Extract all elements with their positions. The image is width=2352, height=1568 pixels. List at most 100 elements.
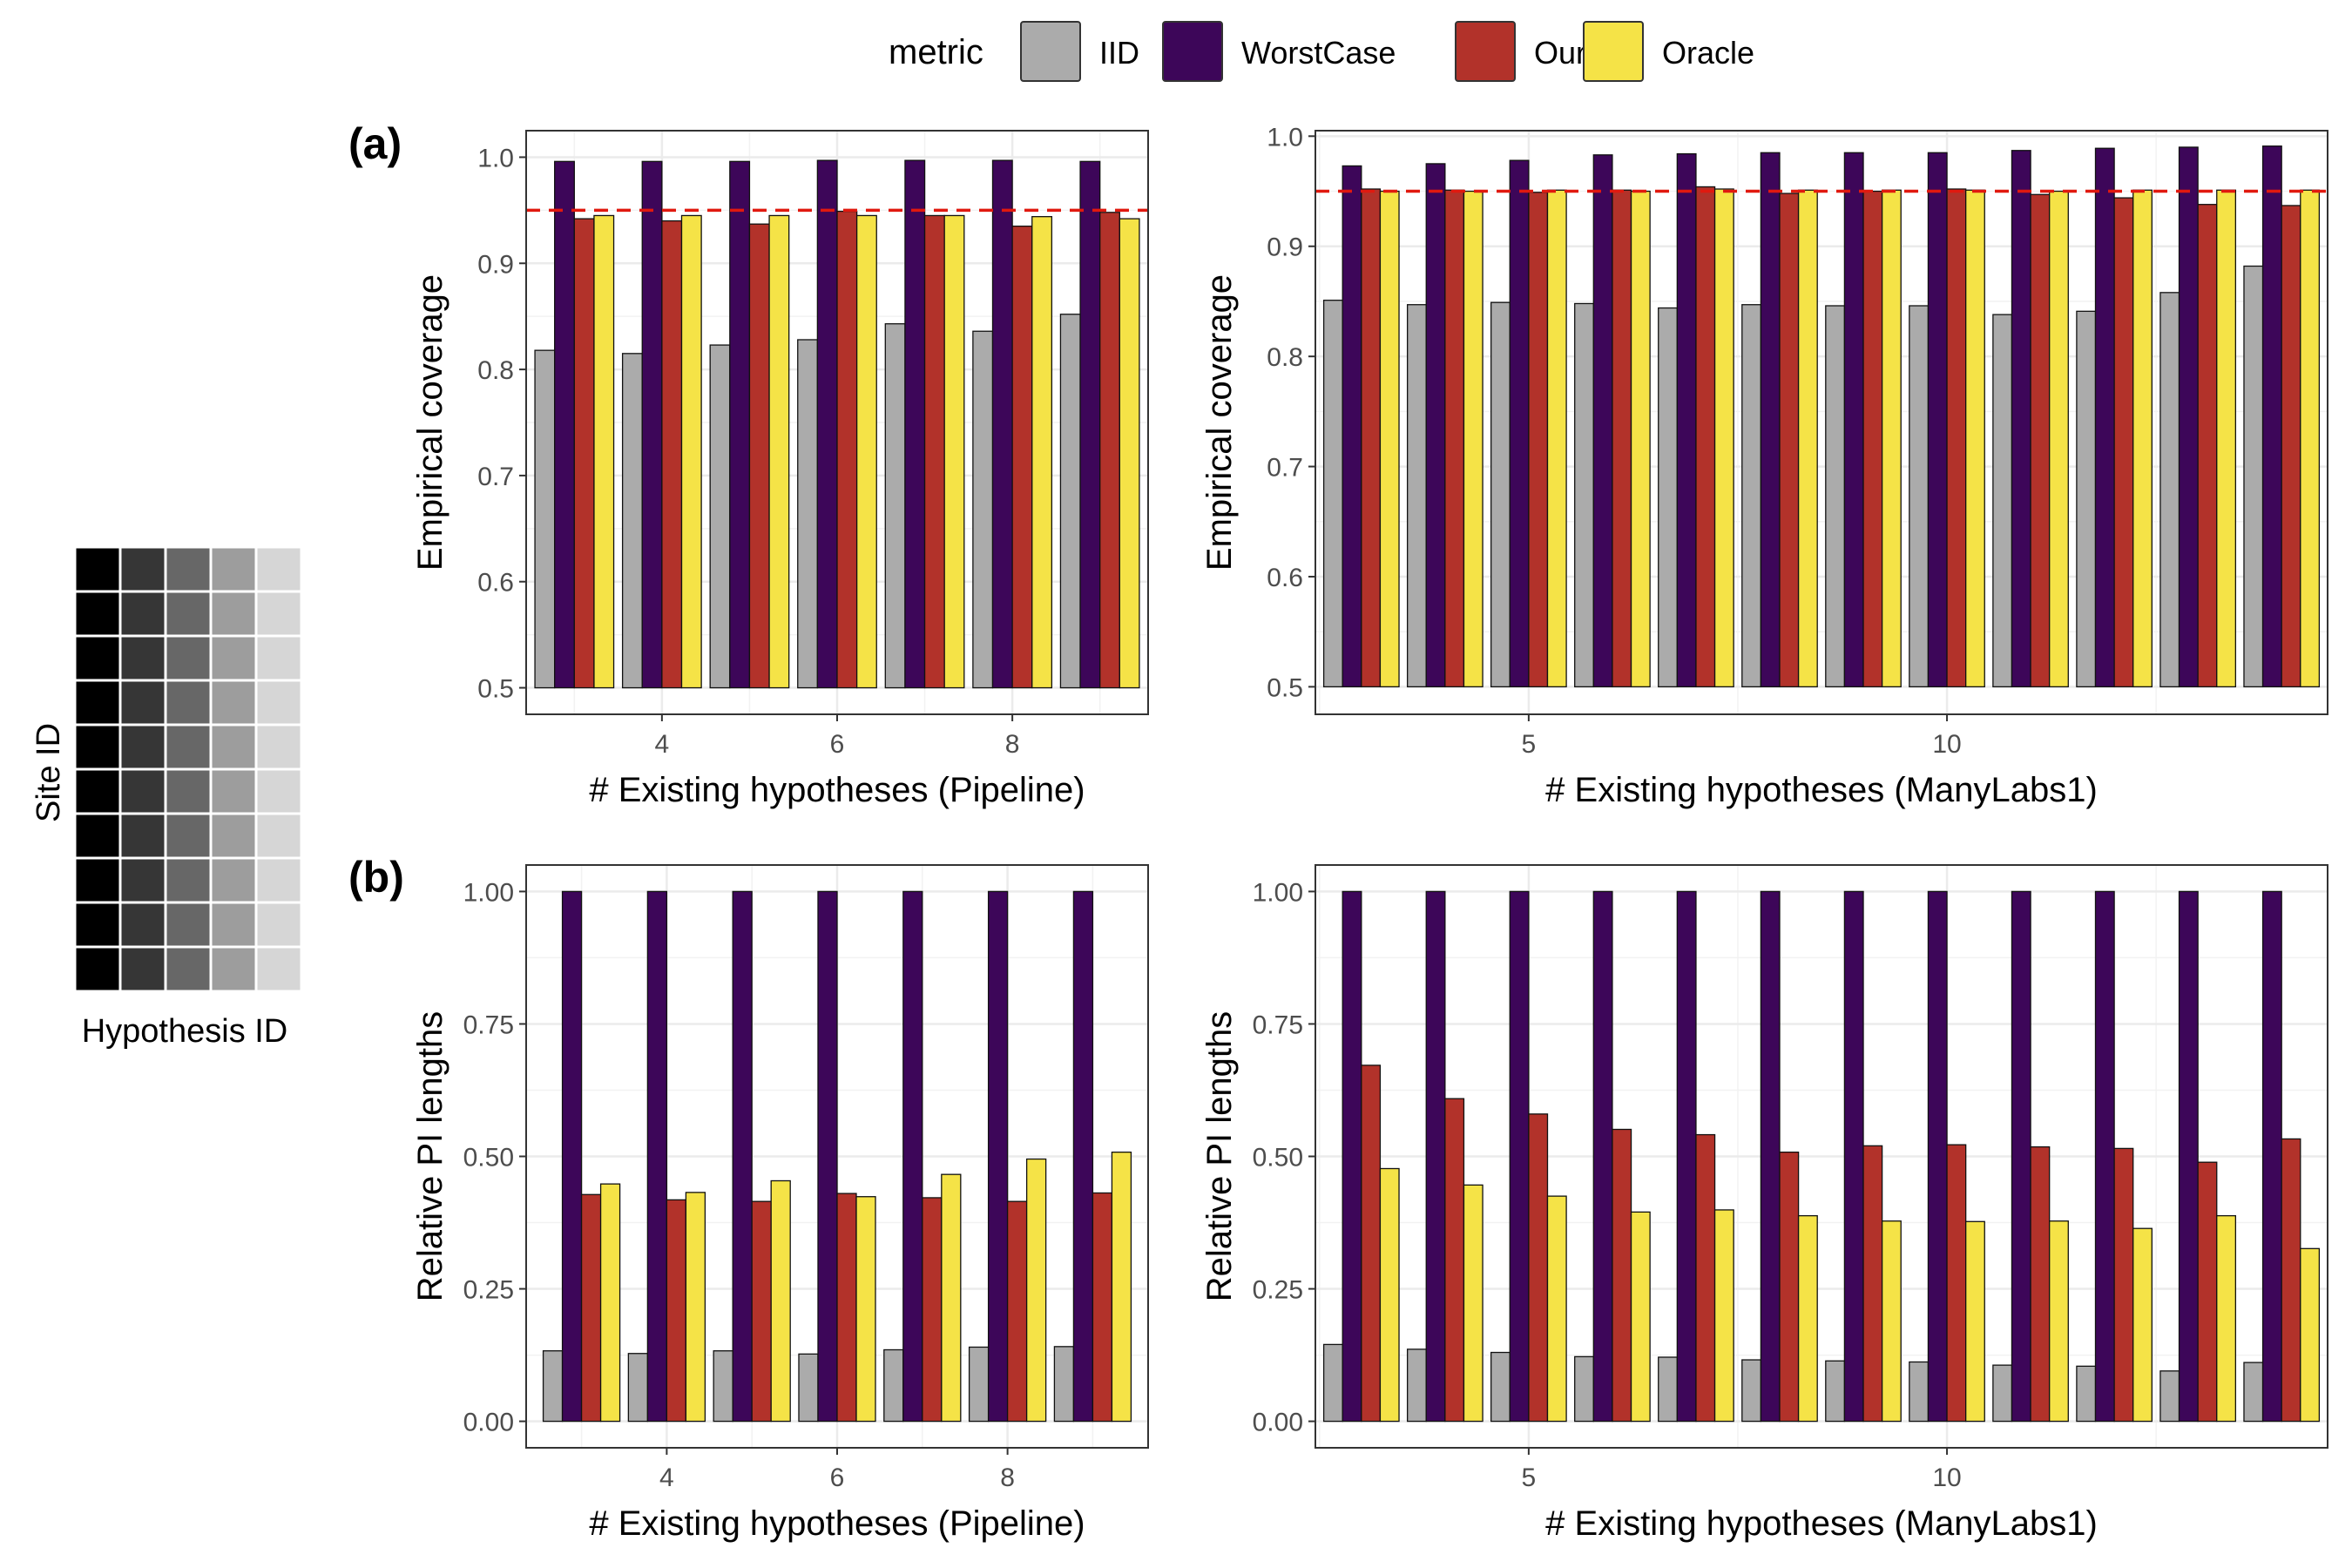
bar-iid bbox=[1574, 302, 1594, 688]
schematic-cell bbox=[118, 767, 167, 815]
bar-ours bbox=[1779, 1151, 1800, 1423]
legend-swatch-worstcase bbox=[1162, 21, 1223, 82]
y-axis-title: Empirical coverage bbox=[411, 274, 449, 571]
bar-oracle bbox=[1881, 1220, 1902, 1423]
bar-iid bbox=[713, 1350, 733, 1423]
bar-worstcase bbox=[1760, 152, 1781, 688]
bar-oracle bbox=[2300, 189, 2321, 688]
x-axis-title: # Existing hypotheses (ManyLabs1) bbox=[1545, 1504, 2098, 1543]
bar-ours bbox=[1099, 212, 1120, 689]
bar-ours bbox=[1862, 1145, 1883, 1423]
y-tick-label: 0.6 bbox=[1267, 564, 1303, 592]
bar-ours bbox=[1006, 1200, 1028, 1423]
y-tick-label: 1.0 bbox=[477, 144, 514, 172]
bar-worstcase bbox=[1676, 152, 1697, 688]
bar-ours bbox=[2030, 1146, 2051, 1423]
site-hypothesis-schematic: Site ID Hypothesis ID bbox=[30, 545, 303, 1050]
bar-iid bbox=[884, 323, 906, 689]
x-tick-label: 4 bbox=[655, 730, 670, 759]
schematic-cell bbox=[209, 767, 258, 815]
legend-swatch-iid bbox=[1020, 21, 1081, 82]
y-tick-label: 0.50 bbox=[463, 1144, 514, 1173]
bar-worstcase bbox=[1927, 152, 1948, 688]
schematic-cell bbox=[73, 590, 122, 638]
bar-iid bbox=[1490, 1351, 1511, 1423]
bar-ours bbox=[2197, 1161, 2218, 1423]
bar-oracle bbox=[1463, 1184, 1484, 1423]
bar-worstcase bbox=[2178, 146, 2199, 688]
schematic-cell bbox=[254, 679, 303, 727]
chart-panel-b-left: 0.00 0.25 0.50 0.75 1.00 4 6 8 # Existing hypoth… bbox=[411, 864, 1149, 1543]
schematic-cell bbox=[209, 545, 258, 593]
bar-oracle bbox=[2216, 189, 2237, 688]
schematic-cell bbox=[164, 634, 213, 682]
bar-oracle bbox=[2216, 1214, 2237, 1423]
bar-oracle bbox=[1546, 1195, 1567, 1423]
bar-ours bbox=[2030, 193, 2051, 688]
y-tick-label: 0.7 bbox=[1267, 454, 1303, 483]
bar-iid bbox=[1053, 1346, 1075, 1423]
x-tick-label: 6 bbox=[830, 730, 845, 759]
bar-iid bbox=[1322, 300, 1343, 688]
bar-worstcase bbox=[1079, 160, 1101, 689]
bar-worstcase bbox=[732, 890, 753, 1423]
schematic-cell bbox=[73, 545, 122, 593]
bar-iid bbox=[709, 344, 731, 689]
legend-label-oracle: Oracle bbox=[1662, 35, 1754, 71]
bar-iid bbox=[627, 1353, 649, 1423]
bar-iid bbox=[1741, 304, 1762, 688]
bar-worstcase bbox=[1509, 159, 1530, 688]
bar-worstcase bbox=[1927, 890, 1948, 1423]
bar-iid bbox=[621, 353, 643, 689]
bar-iid bbox=[534, 349, 556, 689]
bar-iid bbox=[2076, 310, 2097, 688]
schematic-cell bbox=[254, 545, 303, 593]
bar-ours bbox=[580, 1193, 602, 1423]
bar-oracle bbox=[2132, 189, 2153, 688]
bar-ours bbox=[922, 1197, 943, 1423]
bar-worstcase bbox=[1425, 890, 1446, 1423]
chart-panel-b-right: 0.00 0.25 0.50 0.75 1.00 5 10 # Existing hypoth… bbox=[1200, 864, 2328, 1543]
bar-oracle bbox=[941, 1173, 962, 1423]
x-tick-label: 4 bbox=[659, 1463, 674, 1492]
bar-iid bbox=[1825, 305, 1846, 688]
bar-ours bbox=[1946, 188, 1967, 688]
bar-ours bbox=[2113, 197, 2134, 688]
bar-worstcase bbox=[1592, 890, 1613, 1423]
schematic-cell bbox=[164, 945, 213, 993]
schematic-cell bbox=[254, 767, 303, 815]
bar-oracle bbox=[2049, 1220, 2069, 1423]
bar-worstcase bbox=[902, 890, 923, 1423]
schematic-cell bbox=[73, 767, 122, 815]
bar-worstcase bbox=[1843, 152, 1864, 688]
schematic-y-label: Site ID bbox=[30, 723, 67, 822]
schematic-cell bbox=[209, 723, 258, 771]
panel-border bbox=[1315, 130, 2328, 715]
y-tick-label: 0.75 bbox=[1253, 1010, 1303, 1039]
schematic-cell bbox=[209, 945, 258, 993]
bar-oracle bbox=[2132, 1227, 2153, 1423]
bar-iid bbox=[1658, 1356, 1678, 1423]
x-tick-label: 8 bbox=[1000, 1463, 1015, 1492]
schematic-cell bbox=[73, 812, 122, 860]
bar-oracle bbox=[1463, 190, 1484, 688]
bar-oracle bbox=[599, 1183, 621, 1423]
bar-oracle bbox=[1797, 1214, 1818, 1423]
schematic-cell bbox=[118, 634, 167, 682]
bar-oracle bbox=[768, 214, 790, 689]
bar-iid bbox=[1741, 1359, 1762, 1423]
bar-iid bbox=[542, 1350, 564, 1423]
y-tick-label: 1.00 bbox=[463, 878, 514, 907]
bar-iid bbox=[1992, 1364, 2013, 1423]
schematic-cell bbox=[73, 901, 122, 949]
legend-swatch-oracle bbox=[1583, 21, 1644, 82]
bar-worstcase bbox=[2261, 890, 2282, 1423]
bar-ours bbox=[748, 223, 770, 689]
schematic-cell bbox=[164, 901, 213, 949]
bar-oracle bbox=[943, 214, 965, 689]
bar-ours bbox=[1612, 1128, 1632, 1423]
schematic-cell bbox=[118, 901, 167, 949]
schematic-cell bbox=[164, 545, 213, 593]
schematic-cell bbox=[209, 679, 258, 727]
